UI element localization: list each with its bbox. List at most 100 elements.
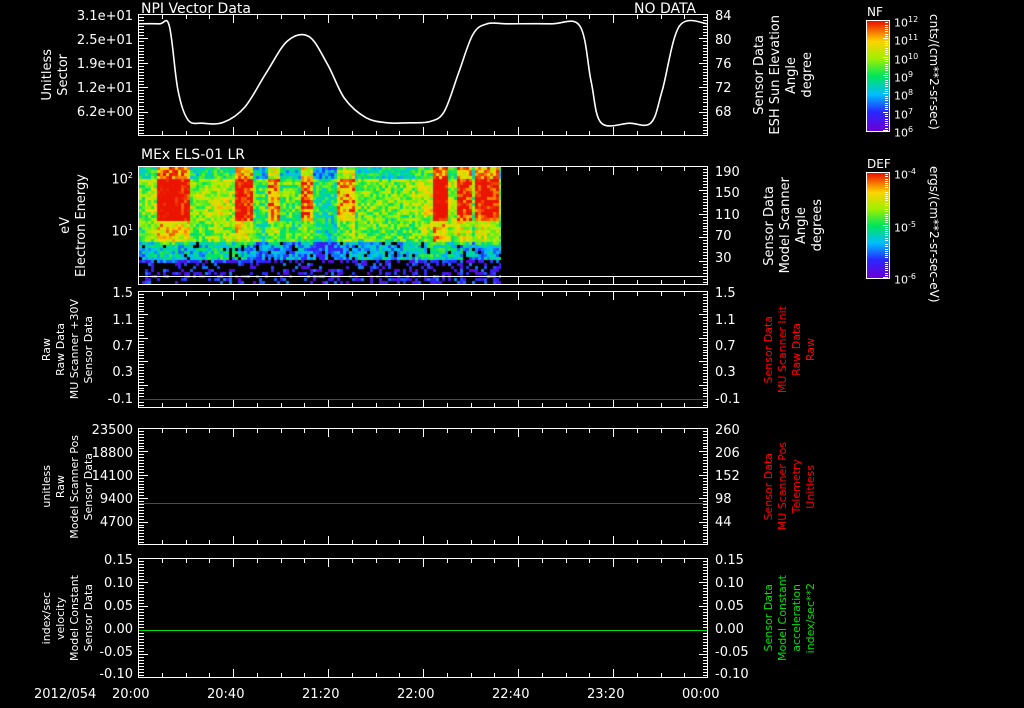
ytick-label: -0.1 xyxy=(107,392,133,407)
nf-colorbar-title: NF xyxy=(867,5,883,19)
ytick-label: 0.3 xyxy=(112,365,133,380)
ytick-label: 101 xyxy=(111,223,133,240)
nf-colorbar-ticklabel: 1012 xyxy=(894,15,919,30)
def-colorbar-ticklabel: 10-4 xyxy=(894,167,916,182)
ytick-label: 0.10 xyxy=(104,576,133,591)
axis-label-line: Electron Energy xyxy=(74,174,89,277)
nf-colorbar xyxy=(866,20,890,132)
axis-label-line: index/sec xyxy=(40,591,53,645)
ytick-label: 0.05 xyxy=(104,599,133,614)
def-colorbar-title: DEF xyxy=(867,157,891,171)
ytick-label: -0.05 xyxy=(99,645,133,660)
axis-label-group: Sensor Data ESH Sun Elevation Angle degree xyxy=(752,14,816,136)
ytick-label: -0.1 xyxy=(715,392,741,407)
ytick-label: 98 xyxy=(715,492,732,507)
ytick-label: -0.05 xyxy=(715,645,749,660)
def-colorbar-ticklabel: 10-5 xyxy=(894,219,916,235)
ytick-label: 18800 xyxy=(91,446,133,461)
ytick-label: 152 xyxy=(715,469,740,484)
ytick-label: 1.2e+01 xyxy=(76,81,133,96)
ytick-label: 4700 xyxy=(99,515,133,530)
ytick-label: 76 xyxy=(715,57,732,72)
xtick-label: 22:00 xyxy=(397,687,435,702)
axis-label-line: MU Scanner +30V xyxy=(68,299,81,400)
axis-label-line: Sensor Data xyxy=(762,584,775,652)
axis-label-line: Raw xyxy=(54,474,67,499)
npi-sector-trace xyxy=(139,19,707,127)
nf-colorbar-gradient xyxy=(867,21,889,131)
axis-label-line: Raw xyxy=(804,337,817,362)
ytick-label: 0.7 xyxy=(112,339,133,354)
def-colorbar-gradient xyxy=(867,173,889,278)
panel-title-els: MEx ELS-01 LR xyxy=(141,147,246,163)
ytick-label: -0.10 xyxy=(99,667,133,682)
ytick-label: 0.10 xyxy=(715,576,744,591)
nf-colorbar-tick xyxy=(883,57,888,58)
panel-box-mu-scanner-30v xyxy=(138,291,708,408)
panel-box-model-scanner-pos xyxy=(138,428,708,545)
axis-label-line: Raw Data xyxy=(790,323,803,376)
def-colorbar-tick xyxy=(883,172,888,173)
ytick-label: 0.00 xyxy=(104,622,133,637)
axis-label-line: unitless xyxy=(40,465,53,508)
nf-colorbar-tick xyxy=(883,130,888,131)
nf-colorbar-ticklabel: 1010 xyxy=(894,51,919,67)
def-colorbar-units: ergs/(cm**2-sr-sec-eV) xyxy=(927,166,941,303)
axis-label-group: Electron Energy eV xyxy=(58,166,90,285)
ytick-label: 1.1 xyxy=(715,313,736,328)
axis-label-line: Angle xyxy=(784,56,799,94)
axis-label-line: Sensor Data xyxy=(82,452,95,521)
nf-colorbar-ticklabel: 107 xyxy=(894,106,914,122)
nf-colorbar-tick xyxy=(883,93,888,94)
ytick-label: 150 xyxy=(715,186,740,201)
ytick-label: 0.00 xyxy=(715,622,744,637)
ytick-label: 1.1 xyxy=(112,313,133,328)
ytick-label: 84 xyxy=(715,9,732,24)
xaxis-date-label: 2012/054 xyxy=(34,687,97,702)
axis-label-line: Sensor Data xyxy=(752,35,767,115)
axis-label-group: Sensor Data Model Constant acceleration ind… xyxy=(762,558,818,678)
axis-label-group: Sensor Data Model Scanner Pos Raw unitless xyxy=(40,428,96,545)
ytick-label: 0.7 xyxy=(715,339,736,354)
xtick-label: 20:40 xyxy=(207,687,245,702)
axis-label-line: Unitless xyxy=(40,49,55,101)
panel-title-npi: NPI Vector Data xyxy=(141,1,251,17)
axis-label-line: index/sec**2 xyxy=(804,582,817,654)
axis-label-line: Sensor Data xyxy=(762,185,777,266)
axis-label-group: Sensor Data MU Scanner Init Raw Data Raw xyxy=(762,291,818,408)
nf-colorbar-ticklabel: 108 xyxy=(894,88,914,103)
axis-label-line: MU Scanner Pos xyxy=(776,442,789,531)
xtick-label: 00:00 xyxy=(682,687,720,702)
ytick-label: 9400 xyxy=(99,492,133,507)
axis-label-line: acceleration xyxy=(790,584,803,652)
nf-colorbar-units: cnts/(cm**2-sr-sec) xyxy=(927,14,941,130)
ytick-label: 260 xyxy=(715,423,740,438)
axis-label-line: eV xyxy=(58,217,73,234)
nf-colorbar-ticklabel: 1011 xyxy=(894,33,919,48)
mu-scanner-30v-trace xyxy=(139,399,707,400)
spectrogram-baseline xyxy=(139,276,707,277)
ytick-label: 6.2e+00 xyxy=(76,105,133,120)
axis-label-line: Sensor Data xyxy=(762,315,775,384)
axis-label-group: Sector Unitless xyxy=(40,14,72,136)
axis-label-line: Unitless xyxy=(804,464,817,509)
def-colorbar-tick xyxy=(883,277,888,278)
axis-label-line: Model Scanner Pos xyxy=(68,434,81,539)
ytick-label: 1.5 xyxy=(112,286,133,301)
ytick-label: 0.05 xyxy=(715,599,744,614)
def-colorbar-ticklabel: 10-6 xyxy=(894,272,916,287)
ytick-label: 72 xyxy=(715,81,732,96)
axis-label-line: ESH Sun Elevation xyxy=(768,15,783,135)
xtick-label: 21:20 xyxy=(302,687,340,702)
axis-label-line: Telemetry xyxy=(790,459,803,514)
def-colorbar xyxy=(866,172,890,279)
ytick-label: 30 xyxy=(715,251,732,266)
axis-label-line: Sensor Data xyxy=(82,584,95,652)
ytick-label: 102 xyxy=(111,171,133,188)
ytick-label: 70 xyxy=(715,229,732,244)
els-spectrogram-image xyxy=(139,167,707,284)
axis-label-line: velocity xyxy=(54,596,67,640)
nf-colorbar-ticklabel: 106 xyxy=(894,125,914,140)
axis-label-group: Sensor Data Model Constant velocity index/s… xyxy=(40,558,96,678)
